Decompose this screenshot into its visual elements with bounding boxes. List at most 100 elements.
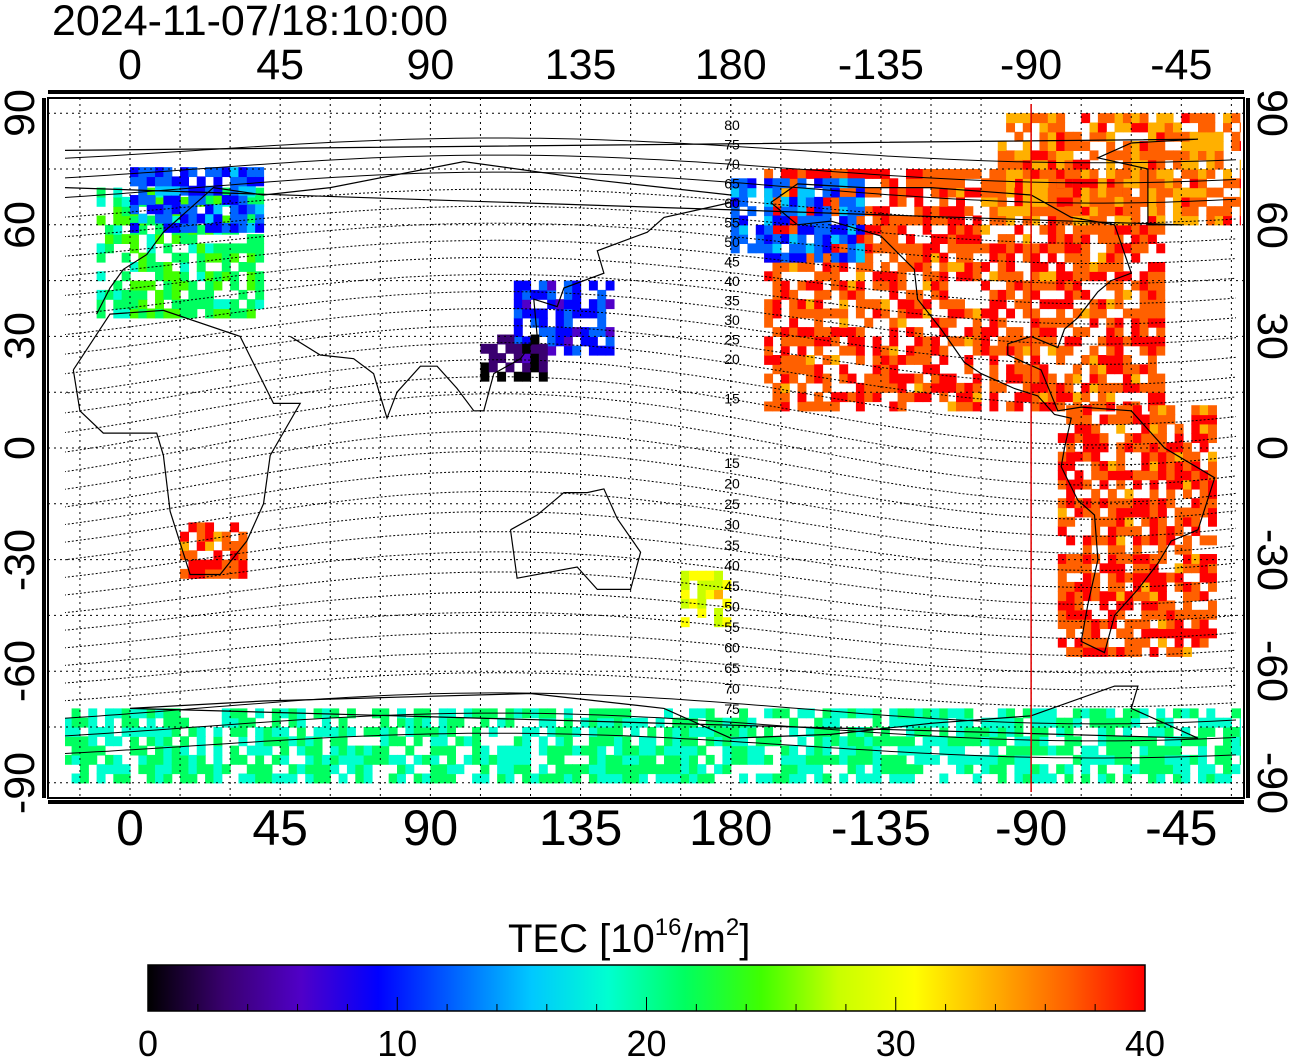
tec-cell — [780, 392, 790, 403]
tec-cell — [647, 727, 657, 737]
tec-cell — [855, 308, 865, 319]
tec-cell — [1239, 745, 1241, 756]
tec-cell — [689, 708, 698, 719]
tec-cell — [814, 224, 824, 235]
axis-tick-label: 0 — [1248, 436, 1294, 460]
tec-cell — [1072, 289, 1082, 300]
tec-cell — [905, 717, 915, 728]
tec-cell — [1082, 619, 1092, 630]
tec-cell — [922, 178, 932, 189]
tec-cell — [764, 754, 774, 765]
tec-cell — [1174, 647, 1184, 657]
tec-cell — [180, 213, 190, 224]
tec-cell — [1239, 196, 1241, 207]
tec-cell — [588, 717, 598, 728]
tec-cell — [1014, 131, 1024, 142]
tec-cell — [1066, 461, 1076, 471]
tec-cell — [1181, 708, 1191, 719]
tec-cell — [972, 234, 982, 244]
tec-cell — [1106, 150, 1116, 161]
tec-cell — [939, 317, 949, 328]
tec-cell — [205, 252, 215, 263]
tec-cell — [113, 708, 123, 719]
tec-cell — [246, 243, 256, 254]
tec-cell — [522, 727, 532, 737]
tec-cell — [1131, 113, 1141, 124]
tec-cell — [1208, 498, 1217, 509]
tec-cell — [764, 243, 774, 254]
tec-cell — [1223, 717, 1232, 728]
tec-cell — [855, 262, 865, 272]
tec-cell — [1107, 544, 1117, 555]
tec-cell — [889, 336, 899, 347]
tec-cell — [1091, 423, 1101, 434]
tec-cell — [1047, 169, 1057, 179]
tec-cell — [1132, 637, 1142, 648]
tec-cell — [188, 727, 198, 737]
colorbar-label: TEC [1016/m2] — [508, 914, 751, 961]
tec-cell — [797, 252, 807, 263]
tec-cell — [822, 717, 832, 728]
tec-cell — [163, 243, 173, 254]
tec-cell — [613, 764, 623, 775]
tec-cell — [1089, 224, 1099, 235]
tec-cell — [230, 727, 240, 737]
tec-cell — [1166, 609, 1176, 620]
tec-cell — [1166, 470, 1176, 481]
tec-cell — [1214, 141, 1224, 151]
tec-cell — [1064, 234, 1074, 244]
tec-cell — [1116, 544, 1126, 555]
tec-cell — [1047, 271, 1057, 282]
tec-cell — [155, 176, 164, 187]
tec-cell — [956, 234, 965, 244]
tec-cell — [405, 764, 415, 775]
tec-cell — [1107, 498, 1117, 509]
tec-cell — [764, 736, 774, 747]
tec-cell — [880, 382, 890, 393]
contour-label: 45 — [724, 254, 740, 270]
tec-cell — [155, 308, 164, 319]
tec-cell — [789, 169, 799, 179]
tec-cell — [1031, 113, 1041, 124]
tec-cell — [271, 708, 281, 719]
tec-cell — [1157, 433, 1167, 444]
magnetic-latitude-contour — [65, 571, 1237, 623]
tec-cell — [238, 243, 248, 254]
tec-cell — [547, 717, 557, 728]
tec-cell — [1182, 609, 1192, 620]
tec-cell — [1191, 405, 1201, 416]
tec-cell — [205, 308, 215, 319]
tec-cell — [1074, 405, 1084, 416]
tec-cell — [180, 764, 190, 775]
tec-cell — [1174, 423, 1184, 434]
tec-cell — [163, 176, 173, 187]
tec-cell — [130, 717, 139, 728]
tec-cell — [480, 362, 490, 373]
tec-cell — [1182, 554, 1192, 564]
tec-cell — [872, 308, 882, 319]
tec-cell — [346, 708, 356, 719]
tec-cell — [956, 178, 965, 189]
tec-cell — [747, 178, 757, 189]
tec-cell — [121, 764, 131, 775]
tec-cell — [155, 736, 164, 747]
tec-cell — [180, 541, 190, 551]
tec-cell — [1072, 187, 1082, 198]
tec-cell — [1082, 609, 1092, 620]
tec-cell — [855, 280, 865, 291]
magnetic-latitude-contour — [65, 712, 1237, 742]
tec-cell — [1031, 364, 1041, 375]
tec-cell — [855, 736, 865, 747]
tec-cell — [981, 345, 991, 356]
tec-cell — [1031, 262, 1041, 272]
tec-cell — [597, 308, 607, 319]
tec-cell — [1208, 609, 1217, 620]
tec-cell — [1031, 336, 1041, 347]
tec-cell — [1182, 600, 1192, 611]
tec-cell — [780, 708, 790, 719]
tec-cell — [956, 392, 965, 403]
tec-cell — [1022, 308, 1032, 319]
tec-cell — [1239, 215, 1241, 226]
tec-cell — [664, 736, 673, 747]
tec-cell — [1099, 516, 1109, 527]
